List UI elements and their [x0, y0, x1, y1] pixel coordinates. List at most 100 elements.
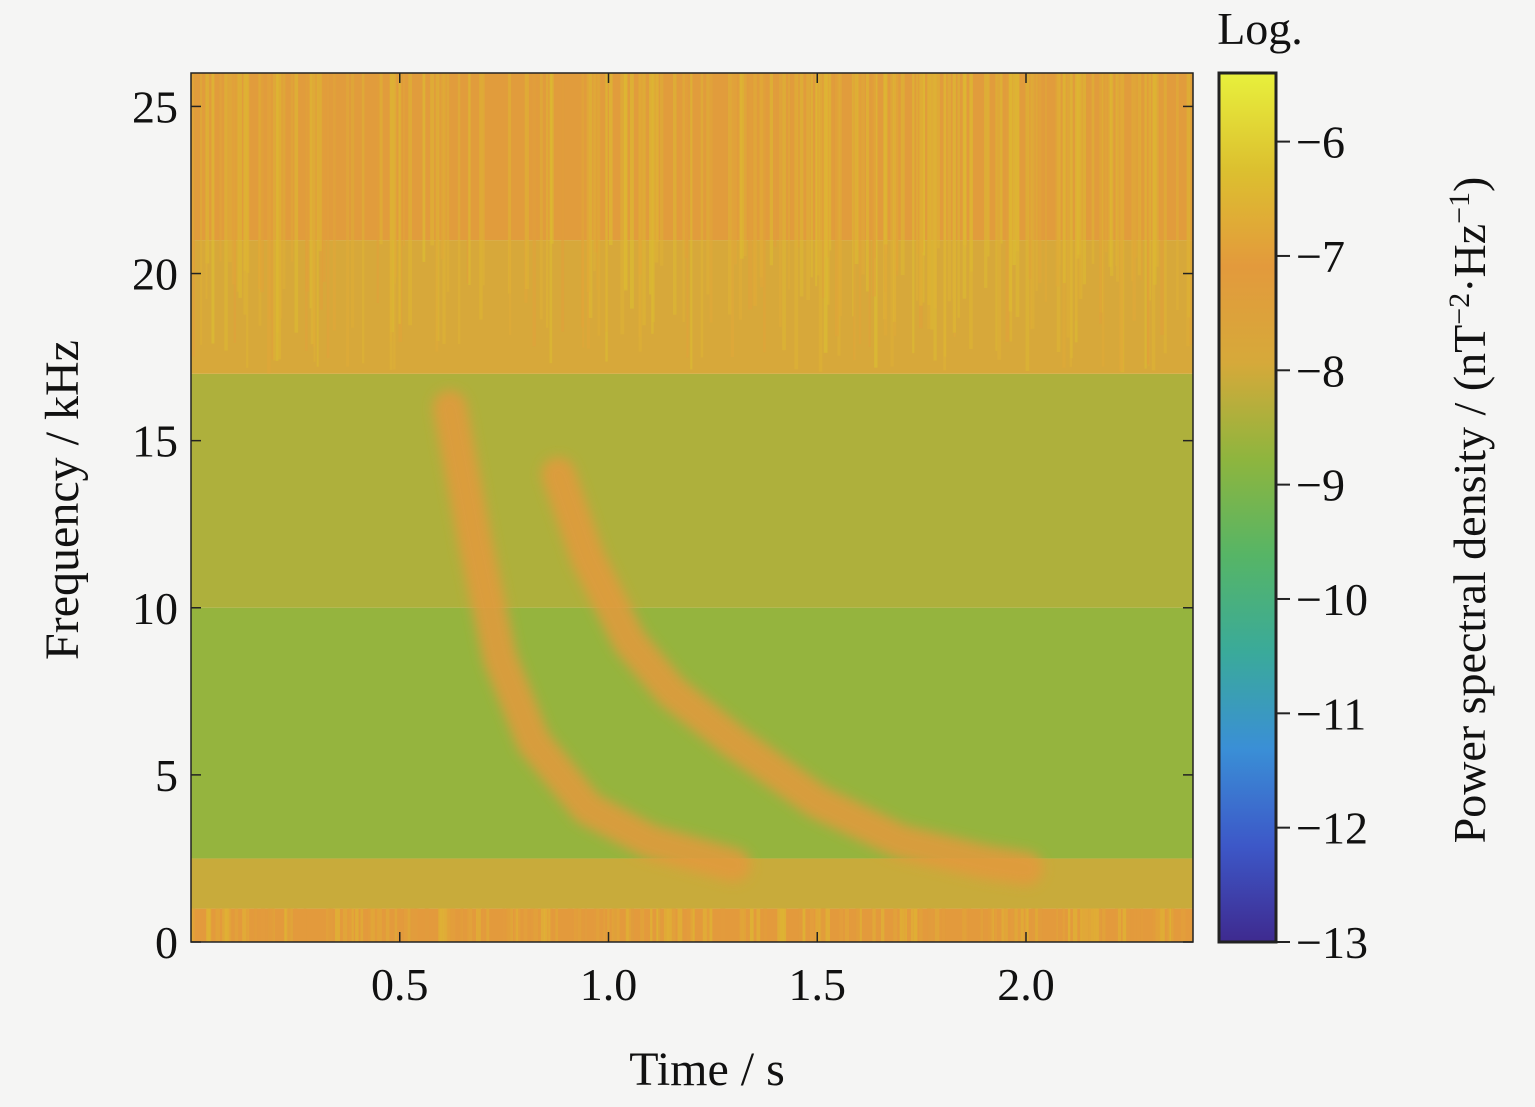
heatmap-band: [191, 373, 1193, 608]
plot-frame: [190, 72, 1194, 943]
heatmap-noise: [872, 73, 876, 297]
heatmap-noise: [702, 908, 708, 942]
heatmap-noise: [1078, 73, 1081, 300]
heatmap-noise: [435, 73, 439, 352]
heatmap-noise: [588, 73, 593, 319]
heatmap-noise: [1133, 73, 1138, 258]
heatmap-noise: [1140, 908, 1144, 942]
heatmap-noise: [749, 908, 754, 942]
heatmap-noise: [1163, 73, 1167, 354]
heatmap-noise: [1015, 73, 1020, 317]
heatmap-noise: [690, 73, 693, 370]
heatmap-noise: [854, 73, 859, 265]
heatmap-noise: [759, 73, 764, 288]
heatmap-noise: [408, 73, 413, 326]
heatmap-noise: [525, 73, 529, 290]
heatmap-noise: [1020, 908, 1024, 942]
heatmap-noise: [446, 73, 450, 292]
heatmap-noise: [482, 73, 485, 286]
heatmap-noise: [586, 73, 591, 293]
colorbar-tick-label: −8: [1296, 345, 1345, 396]
heatmap-noise: [629, 73, 634, 309]
colorbar-tick-label: −9: [1296, 460, 1345, 511]
heatmap-noise: [567, 908, 573, 942]
heatmap-noise: [389, 73, 393, 342]
heatmap-noise: [818, 908, 823, 942]
heatmap-noise: [663, 908, 669, 942]
heatmap-noise: [1088, 908, 1093, 942]
heatmap-noise: [782, 73, 786, 351]
heatmap-noise: [868, 73, 871, 347]
heatmap-noise: [995, 73, 998, 351]
heatmap-noise: [794, 73, 799, 370]
heatmap-noise: [677, 908, 683, 942]
heatmap-noise: [890, 73, 894, 367]
heatmap-noise: [763, 73, 766, 353]
heatmap-noise: [394, 908, 398, 942]
heatmap-noise: [1025, 73, 1030, 372]
heatmap-noise: [482, 908, 485, 942]
heatmap-noise: [516, 908, 519, 942]
heatmap-noise: [651, 73, 655, 323]
heatmap-noise: [575, 908, 579, 942]
heatmap-noise: [706, 73, 710, 295]
heatmap-noise: [367, 908, 373, 942]
heatmap-noise: [952, 73, 955, 299]
heatmap-noise: [779, 908, 785, 942]
plot-area: [190, 72, 1194, 943]
heatmap-noise: [1082, 73, 1087, 285]
heatmap-noise: [613, 908, 619, 942]
heatmap-noise: [1067, 908, 1071, 942]
heatmap-noise: [616, 908, 620, 942]
heatmap-noise: [733, 73, 737, 265]
heatmap-noise: [913, 908, 918, 942]
heatmap-noise: [623, 73, 628, 291]
heatmap-noise: [1012, 73, 1016, 266]
heatmap-noise: [672, 73, 677, 315]
heatmap-noise: [739, 73, 744, 259]
heatmap-noise: [1038, 73, 1042, 283]
heatmap-noise: [293, 908, 298, 942]
heatmap-noise: [834, 73, 839, 337]
heatmap-noise: [816, 73, 820, 276]
heatmap-noise: [926, 908, 931, 942]
y-tick-label: 5: [155, 750, 178, 801]
heatmap-noise: [584, 908, 587, 942]
heatmap-noise: [686, 908, 692, 942]
heatmap-noise: [1083, 908, 1089, 942]
heatmap-noise: [545, 73, 549, 328]
heatmap-noise: [799, 73, 804, 297]
heatmap-noise: [1000, 73, 1003, 244]
heatmap-noise: [1096, 908, 1099, 942]
heatmap-noise: [837, 73, 841, 356]
y-tick-label: 15: [132, 416, 178, 467]
heatmap-noise: [709, 73, 713, 323]
heatmap-noise: [361, 73, 365, 364]
heatmap-noise: [851, 73, 855, 317]
heatmap-noise: [659, 73, 664, 266]
heatmap-noise: [442, 908, 448, 942]
heatmap-noise: [930, 73, 934, 330]
heatmap-noise: [238, 73, 242, 298]
heatmap-noise: [1030, 73, 1035, 329]
y-tick-label: 0: [155, 917, 178, 968]
heatmap-noise: [1186, 73, 1190, 347]
heatmap-noise: [514, 908, 518, 942]
heatmap-noise: [1117, 908, 1122, 942]
heatmap-noise: [287, 908, 291, 942]
heatmap-noise: [649, 73, 652, 295]
colorbar-tick-label: −7: [1296, 231, 1345, 282]
heatmap-noise: [377, 908, 382, 942]
heatmap-noise: [720, 908, 726, 942]
heatmap-noise: [994, 908, 998, 942]
heatmap-noise: [412, 908, 417, 942]
heatmap-noise: [1035, 908, 1038, 942]
heatmap-noise: [222, 908, 226, 942]
heatmap-noise: [839, 73, 843, 317]
heatmap-noise: [626, 908, 632, 942]
heatmap-noise: [987, 73, 990, 257]
heatmap-noise: [933, 73, 937, 361]
heatmap-noise: [316, 73, 319, 367]
heatmap-noise: [402, 73, 405, 246]
